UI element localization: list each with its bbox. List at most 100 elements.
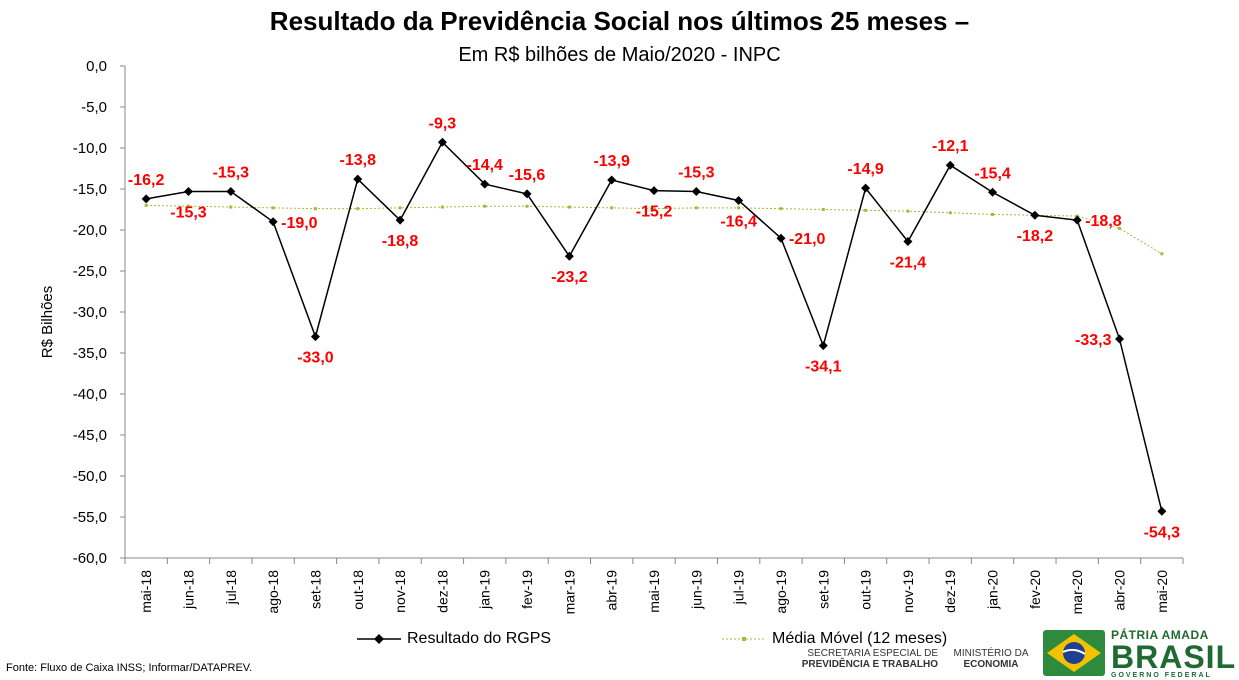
series-point-rgps bbox=[691, 186, 701, 196]
series-point-rgps bbox=[1157, 506, 1167, 516]
legend-label-rgps: Resultado do RGPS bbox=[407, 630, 552, 647]
x-tick-label: mar-20 bbox=[1069, 570, 1085, 615]
data-label: -33,0 bbox=[297, 350, 334, 367]
x-tick-label: mar-19 bbox=[561, 570, 577, 615]
series-point-rgps bbox=[564, 251, 574, 261]
series-point-rgps bbox=[183, 186, 193, 196]
series-point-rgps bbox=[1115, 334, 1125, 344]
series-point-rgps bbox=[226, 186, 236, 196]
series-point-rgps bbox=[607, 175, 617, 185]
series-point-media-movel bbox=[567, 205, 571, 209]
series-point-media-movel bbox=[652, 207, 656, 211]
legend-label-media: Média Móvel (12 meses) bbox=[772, 630, 948, 647]
data-label: -13,8 bbox=[340, 152, 377, 169]
series-point-rgps bbox=[437, 137, 447, 147]
x-tick-label: fev-19 bbox=[519, 570, 535, 609]
x-tick-label: dez-19 bbox=[942, 570, 958, 613]
brand-top: PÁTRIA AMADA bbox=[1111, 628, 1209, 642]
y-tick-label: -40,0 bbox=[73, 386, 107, 403]
data-label: -18,8 bbox=[1085, 213, 1122, 230]
x-tick-label: abr-19 bbox=[604, 570, 620, 611]
brand-main: BRASIL bbox=[1111, 639, 1237, 675]
x-tick-label: jun-18 bbox=[180, 570, 196, 610]
series-point-rgps bbox=[141, 194, 151, 204]
data-label: -15,3 bbox=[170, 204, 207, 221]
series-point-rgps bbox=[1030, 210, 1040, 220]
series-point-rgps bbox=[818, 341, 828, 351]
y-axis-label: R$ Bilhões bbox=[39, 286, 56, 359]
series-point-media-movel bbox=[398, 206, 402, 210]
data-label: -18,2 bbox=[1017, 228, 1054, 245]
x-tick-label: mai-18 bbox=[138, 570, 154, 613]
series-point-rgps bbox=[903, 236, 913, 246]
data-label: -15,3 bbox=[678, 164, 715, 181]
x-tick-label: mai-19 bbox=[646, 570, 662, 613]
chart-title: Resultado da Previdência Social nos últi… bbox=[269, 6, 970, 36]
secretaria-line2: PREVIDÊNCIA E TRABALHO bbox=[801, 659, 938, 670]
data-label: -12,1 bbox=[932, 138, 969, 155]
series-point-media-movel bbox=[948, 211, 952, 215]
series-point-media-movel bbox=[271, 206, 275, 210]
series-point-rgps bbox=[649, 186, 659, 196]
data-label: -21,0 bbox=[789, 231, 826, 248]
y-tick-label: -60,0 bbox=[73, 550, 107, 567]
x-tick-label: out-18 bbox=[350, 570, 366, 610]
data-label: -54,3 bbox=[1144, 524, 1181, 541]
x-tick-label: fev-20 bbox=[1027, 570, 1043, 609]
series-point-media-movel bbox=[144, 203, 148, 207]
ministerio-line1: MINISTÉRIO DA bbox=[953, 648, 1029, 659]
source-note: Fonte: Fluxo de Caixa INSS; Informar/DAT… bbox=[6, 662, 253, 674]
data-label: -21,4 bbox=[890, 254, 927, 271]
y-tick-label: -30,0 bbox=[73, 304, 107, 321]
series-point-media-movel bbox=[610, 206, 614, 210]
series-point-media-movel bbox=[313, 207, 317, 211]
series-line-rgps bbox=[146, 141, 1163, 512]
data-label: -15,3 bbox=[213, 164, 250, 181]
series-point-rgps bbox=[734, 195, 744, 205]
x-tick-label: dez-18 bbox=[434, 570, 450, 613]
series-point-rgps bbox=[945, 160, 955, 170]
series-point-rgps bbox=[861, 183, 871, 193]
ministerio-line2: ECONOMIA bbox=[963, 659, 1019, 670]
series-point-media-movel bbox=[694, 206, 698, 210]
y-tick-label: -15,0 bbox=[73, 181, 107, 198]
x-tick-label: jan-19 bbox=[477, 570, 493, 610]
secretaria-line1: SECRETARIA ESPECIAL DE bbox=[807, 648, 938, 659]
x-tick-label: jul-19 bbox=[731, 570, 747, 605]
secretaria-logo: SECRETARIA ESPECIAL DE PREVIDÊNCIA E TRA… bbox=[790, 648, 938, 670]
x-tick-label: abr-20 bbox=[1112, 570, 1128, 611]
y-tick-label: -25,0 bbox=[73, 263, 107, 280]
y-tick-label: -10,0 bbox=[73, 140, 107, 157]
series-point-media-movel bbox=[991, 212, 995, 216]
series-point-media-movel bbox=[440, 205, 444, 209]
brasil-flag-emblem-icon bbox=[1043, 630, 1105, 676]
series-point-media-movel bbox=[821, 208, 825, 211]
x-tick-label: jan-20 bbox=[985, 570, 1001, 610]
x-tick-label: out-19 bbox=[858, 570, 874, 610]
data-label: -16,2 bbox=[128, 172, 165, 189]
data-labels: -16,2 -15,3 -15,3 -19,0 -33,0 -13,8 -18,8 -9,3 -… bbox=[128, 115, 1180, 541]
x-tick-label: nov-19 bbox=[900, 570, 916, 613]
series-point-rgps bbox=[776, 233, 786, 243]
x-tick-label: ago-19 bbox=[773, 570, 789, 614]
legend-line-diamond-icon bbox=[357, 634, 401, 644]
series-point-media-movel bbox=[525, 204, 529, 208]
x-tick-label: nov-18 bbox=[392, 570, 408, 613]
series-point-media-movel bbox=[779, 207, 783, 211]
ministerio-logo: MINISTÉRIO DA ECONOMIA bbox=[946, 648, 1036, 670]
data-label: -15,2 bbox=[636, 204, 673, 221]
series-point-rgps bbox=[310, 332, 320, 342]
data-label: -18,8 bbox=[382, 233, 419, 250]
data-label: -34,1 bbox=[805, 359, 842, 376]
series-point-rgps bbox=[480, 179, 490, 189]
series-point-media-movel bbox=[356, 207, 360, 211]
y-tick-label: -20,0 bbox=[73, 222, 107, 239]
y-tick-label: -5,0 bbox=[81, 99, 107, 116]
series-point-media-movel bbox=[1118, 226, 1122, 230]
series-point-rgps bbox=[395, 215, 405, 225]
series-point-media-movel bbox=[906, 209, 910, 213]
data-label: -33,3 bbox=[1075, 332, 1112, 349]
data-label: -23,2 bbox=[551, 269, 588, 286]
data-label: -9,3 bbox=[429, 115, 457, 132]
